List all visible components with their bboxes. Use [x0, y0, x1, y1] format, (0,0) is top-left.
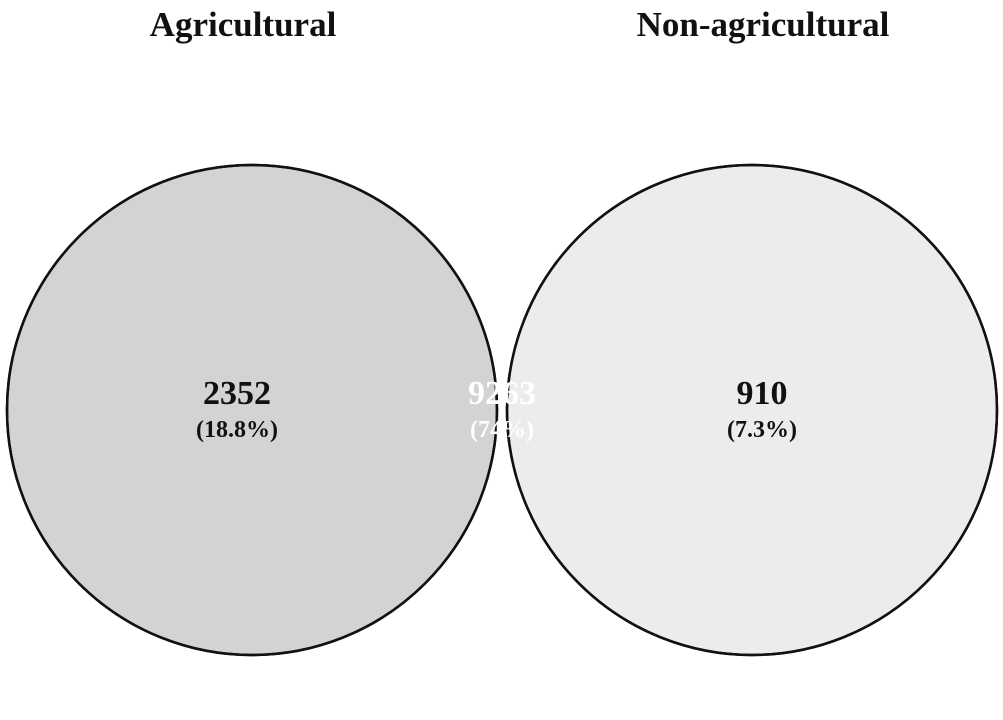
- agricultural-only-percent: (18.8%): [196, 417, 278, 443]
- intersection-percent: (74%): [470, 417, 534, 443]
- non-agricultural-only-count: 910: [737, 375, 788, 412]
- agricultural-circle-outline: [5, 163, 499, 657]
- non-agricultural-only-percent: (7.3%): [727, 417, 797, 443]
- agricultural-only-count: 2352: [203, 375, 271, 412]
- intersection-count: 9263: [468, 375, 536, 412]
- agricultural-set-title: Agricultural: [150, 5, 337, 44]
- non-agricultural-circle-outline: [505, 163, 999, 657]
- non-agricultural-set-title: Non-agricultural: [637, 5, 890, 44]
